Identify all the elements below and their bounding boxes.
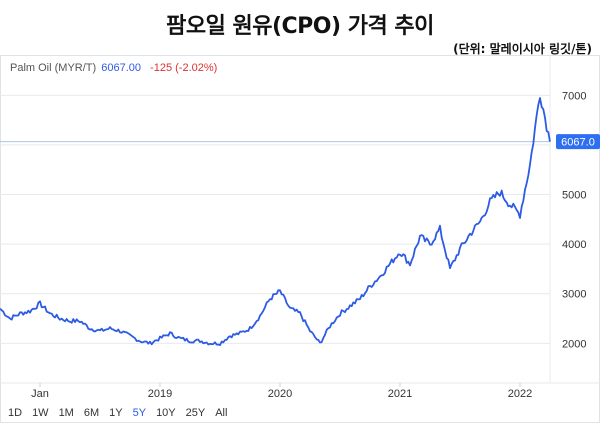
y-tick-label: 4000 — [562, 239, 586, 251]
price-badge — [556, 134, 600, 150]
x-tick-label: 2021 — [388, 388, 412, 400]
y-tick-label: 7000 — [562, 90, 586, 102]
x-tick-label: 2019 — [148, 388, 172, 400]
quote-symbol: Palm Oil (MYR/T) — [10, 62, 97, 74]
range-selector: 1D 1W 1M 6M 1Y 5Y 10Y 25Y All — [8, 407, 237, 419]
quote-header: Palm Oil (MYR/T) 6067.00 -125 (-2.02%) — [10, 62, 217, 74]
quote-change: -125 (-2.02%) — [150, 62, 218, 74]
range-button[interactable]: All — [215, 407, 228, 419]
range-button[interactable]: 10Y — [156, 407, 176, 419]
x-tick-label: 2022 — [508, 388, 532, 400]
range-button[interactable]: 6M — [83, 407, 100, 419]
price-chart[interactable]: 200030004000500060007000Jan2019202020212… — [0, 55, 600, 423]
unit-note: (단위: 말레이시아 링깃/톤) — [453, 42, 592, 56]
range-button[interactable]: 5Y — [132, 407, 147, 419]
series-line — [0, 97, 551, 346]
range-button[interactable]: 1W — [32, 407, 49, 419]
range-button[interactable]: 1M — [58, 407, 74, 419]
y-tick-label: 2000 — [562, 338, 586, 350]
x-tick-label: Jan — [31, 388, 49, 400]
range-button[interactable]: 1Y — [109, 407, 123, 419]
range-button[interactable]: 25Y — [185, 407, 206, 419]
page-title: 팜오일 원유(CPO) 가격 추이 — [166, 14, 434, 39]
y-tick-label: 5000 — [562, 190, 586, 202]
quote-price: 6067.00 — [101, 62, 141, 74]
price-badge-label: 6067.0 — [561, 137, 595, 149]
x-tick-label: 2020 — [268, 388, 292, 400]
range-button[interactable]: 1D — [8, 407, 23, 419]
chart-panel: 200030004000500060007000Jan2019202020212… — [0, 55, 600, 423]
y-tick-label: 3000 — [562, 289, 586, 301]
